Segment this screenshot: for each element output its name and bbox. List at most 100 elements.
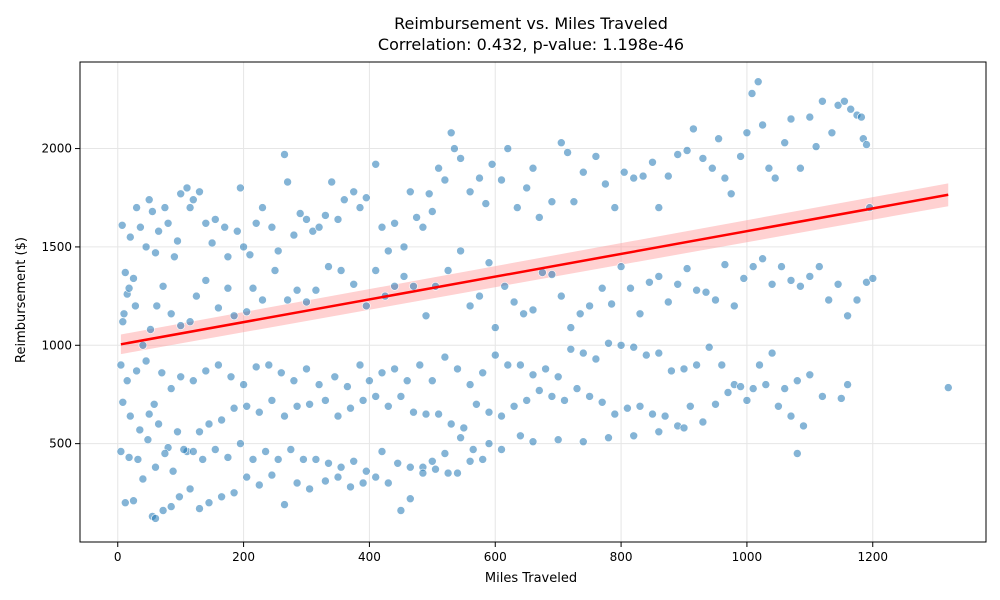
scatter-point <box>747 89 757 98</box>
scatter-point <box>151 248 160 258</box>
scatter-point <box>223 453 233 462</box>
scatter-point <box>173 427 182 437</box>
scatter-point <box>160 203 170 212</box>
scatter-point <box>645 277 654 287</box>
scatter-point <box>556 138 566 147</box>
scatter-point <box>827 128 837 138</box>
scatter-point <box>280 411 289 421</box>
scatter-point <box>720 260 730 269</box>
scatter-point <box>516 431 525 441</box>
scatter-point <box>122 376 132 386</box>
scatter-point <box>654 348 664 358</box>
scatter-point <box>585 392 594 401</box>
scatter-point <box>465 187 475 197</box>
scatter-point <box>302 215 311 224</box>
scatter-point <box>481 199 491 208</box>
scatter-point <box>446 128 456 138</box>
scatter-point <box>286 445 296 454</box>
scatter-point <box>635 309 645 319</box>
x-tick-label: 0 <box>114 550 122 564</box>
scatter-point <box>742 396 752 405</box>
scatter-point <box>261 447 270 456</box>
scatter-point <box>129 496 138 506</box>
scatter-point <box>116 447 126 456</box>
scatter-point <box>616 340 626 350</box>
x-tick-label: 400 <box>358 550 381 564</box>
scatter-point <box>726 189 736 199</box>
scatter-point <box>355 360 365 370</box>
scatter-point <box>143 435 153 445</box>
scatter-point <box>497 175 506 185</box>
scatter-point <box>465 380 475 389</box>
scatter-point <box>591 152 601 161</box>
scatter-point <box>673 150 683 159</box>
scatter-point <box>365 376 374 386</box>
scatter-point <box>201 366 211 376</box>
scatter-point <box>465 301 475 311</box>
scatter-point <box>204 498 214 508</box>
scatter-point <box>729 301 739 311</box>
scatter-point <box>129 274 138 283</box>
scatter-point <box>629 431 639 441</box>
scatter-point <box>478 455 488 464</box>
scatter-point <box>553 372 563 382</box>
scatter-point <box>456 154 465 163</box>
scatter-point <box>415 360 425 370</box>
scatter-point <box>358 478 368 488</box>
scatter-point <box>383 478 393 488</box>
scatter-point <box>619 167 629 177</box>
scatter-point <box>465 456 475 466</box>
scatter-point <box>343 382 352 391</box>
scatter-point <box>273 246 283 256</box>
scatter-point <box>692 285 701 295</box>
scatter-point <box>280 500 289 509</box>
scatter-point <box>302 297 311 307</box>
scatter-point <box>333 472 343 482</box>
scatter-point <box>314 222 324 232</box>
scatter-point <box>421 409 431 419</box>
scatter-point <box>472 399 481 409</box>
scatter-point <box>166 384 176 393</box>
scatter-point <box>211 215 220 224</box>
scatter-point <box>528 437 538 447</box>
scatter-point <box>607 299 616 309</box>
scatter-point <box>654 203 664 212</box>
y-tick-label: 500 <box>49 437 72 451</box>
scatter-point <box>427 376 437 386</box>
scatter-point <box>396 392 406 401</box>
scatter-point <box>638 171 648 181</box>
scatter-point <box>305 484 314 494</box>
scatter-point <box>339 195 349 204</box>
scatter-point <box>116 360 126 370</box>
scatter-point <box>242 307 251 317</box>
scatter-point <box>396 506 406 515</box>
scatter-point <box>214 360 223 370</box>
scatter-point <box>805 112 815 122</box>
scatter-point <box>336 266 346 275</box>
scatter-point <box>547 197 557 206</box>
scatter-point <box>302 364 311 374</box>
scatter-point <box>135 425 145 435</box>
x-tick-label: 1200 <box>857 550 888 564</box>
scatter-point <box>833 101 843 110</box>
scatter-point <box>786 411 796 421</box>
scatter-point <box>166 502 176 511</box>
scatter-point <box>305 399 314 409</box>
scatter-point <box>490 350 500 360</box>
scatter-point <box>146 325 155 334</box>
scatter-point <box>528 370 538 380</box>
scatter-point <box>124 283 134 293</box>
scatter-point <box>456 433 465 443</box>
scatter-point <box>692 360 701 370</box>
scatter-point <box>239 242 248 252</box>
scatter-point <box>258 295 267 305</box>
scatter-point <box>635 401 645 411</box>
scatter-point <box>126 232 135 242</box>
scatter-point <box>484 258 494 268</box>
scatter-point <box>223 252 233 262</box>
scatter-point <box>764 163 774 173</box>
scatter-point <box>383 401 393 411</box>
scatter-point <box>427 456 437 466</box>
scatter-point <box>862 277 871 287</box>
